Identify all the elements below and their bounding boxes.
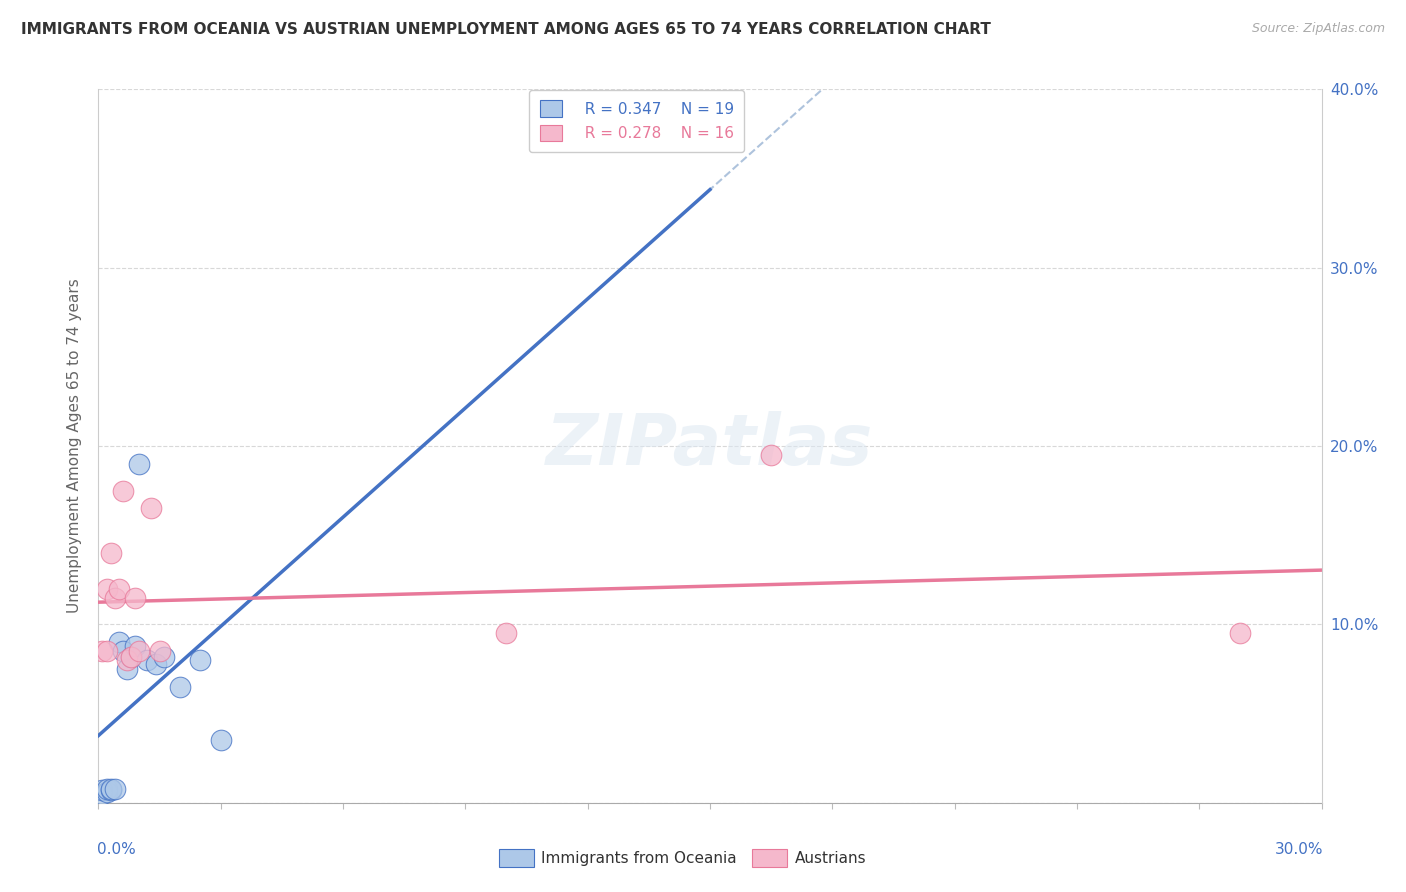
Point: [96, 582, 118, 596]
Point: [91, 644, 114, 658]
Point: [188, 653, 212, 667]
Text: 30.0%: 30.0%: [1274, 842, 1323, 857]
Point: [108, 635, 131, 649]
Point: [104, 781, 127, 796]
Point: [96, 785, 118, 799]
Point: [120, 649, 142, 664]
Point: [141, 501, 163, 516]
Point: [115, 662, 138, 676]
Text: Source: ZipAtlas.com: Source: ZipAtlas.com: [1251, 22, 1385, 36]
Text: Austrians: Austrians: [794, 851, 866, 865]
Text: ZIPatlas: ZIPatlas: [547, 411, 873, 481]
Point: [100, 783, 122, 797]
Point: [91, 787, 114, 801]
Y-axis label: Unemployment Among Ages 65 to 74 years: Unemployment Among Ages 65 to 74 years: [67, 278, 83, 614]
Point: [128, 644, 150, 658]
Point: [104, 591, 127, 605]
Text: IMMIGRANTS FROM OCEANIA VS AUSTRIAN UNEMPLOYMENT AMONG AGES 65 TO 74 YEARS CORRE: IMMIGRANTS FROM OCEANIA VS AUSTRIAN UNEM…: [21, 22, 991, 37]
Point: [209, 733, 232, 747]
Text: Immigrants from Oceania: Immigrants from Oceania: [541, 851, 737, 865]
Point: [100, 546, 122, 560]
Point: [124, 639, 146, 653]
Point: [91, 783, 114, 797]
Point: [128, 457, 150, 471]
Point: [96, 781, 118, 796]
Point: [152, 649, 174, 664]
Point: [111, 483, 134, 498]
Point: [495, 626, 517, 640]
Point: [100, 781, 122, 796]
Point: [108, 582, 131, 596]
Point: [761, 448, 783, 462]
Point: [149, 644, 172, 658]
Point: [120, 649, 142, 664]
Point: [145, 657, 167, 671]
Point: [115, 653, 138, 667]
Point: [96, 644, 118, 658]
Text: 0.0%: 0.0%: [97, 842, 136, 857]
Legend:   R = 0.347    N = 19,   R = 0.278    N = 16: R = 0.347 N = 19, R = 0.278 N = 16: [529, 90, 744, 152]
Point: [124, 591, 146, 605]
Point: [111, 644, 134, 658]
Point: [1229, 626, 1251, 640]
Point: [136, 653, 159, 667]
Point: [169, 680, 191, 694]
